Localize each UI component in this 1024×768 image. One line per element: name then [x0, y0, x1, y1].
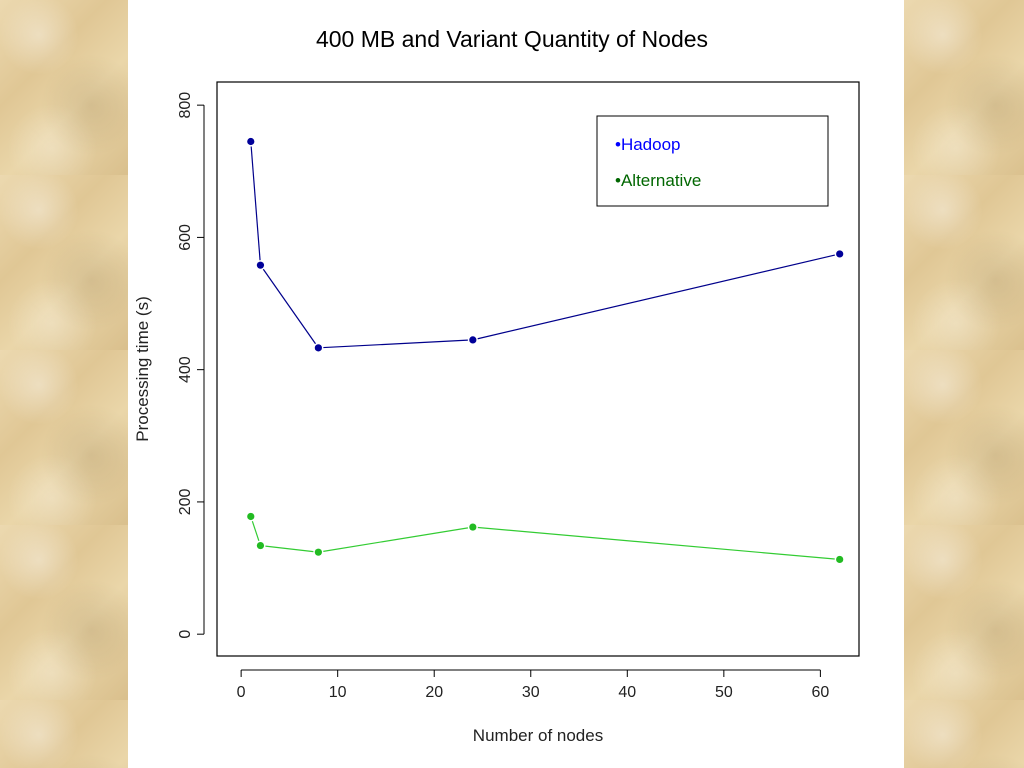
series-line-segment	[323, 527, 468, 552]
y-tick-label: 0	[177, 630, 194, 639]
data-point	[256, 541, 265, 550]
series-line-segment	[477, 526, 835, 560]
data-point	[247, 137, 255, 146]
data-point	[836, 250, 844, 258]
chart-title: 400 MB and Variant Quantity of Nodes	[316, 26, 708, 52]
parchment-background-right	[904, 0, 1024, 768]
x-axis: 0 10 20 30 40 50 60	[237, 669, 829, 701]
legend-box	[596, 115, 829, 207]
y-tick-label: 800	[177, 92, 194, 119]
parchment-background-left	[0, 0, 128, 768]
x-tick-label: 20	[425, 684, 443, 701]
series-line-segment	[262, 268, 316, 345]
data-point	[314, 344, 322, 352]
legend-entry-hadoop: •Hadoop	[615, 135, 681, 154]
legend: •Hadoop •Alternative	[596, 115, 829, 207]
y-tick-label: 200	[177, 488, 194, 515]
x-axis-label: Number of nodes	[473, 726, 603, 745]
data-point	[247, 512, 255, 521]
series-line-segment	[265, 545, 314, 553]
plot-frame	[216, 81, 860, 657]
series-line-segment	[251, 521, 260, 542]
data-point	[256, 261, 265, 269]
series-1	[247, 512, 844, 564]
legend-entry-alternative: •Alternative	[615, 171, 701, 190]
x-tick-label: 30	[522, 684, 540, 701]
data-point	[314, 548, 322, 556]
x-tick-label: 50	[715, 684, 733, 701]
series-line-segment	[477, 254, 835, 340]
x-tick-label: 40	[618, 684, 636, 701]
series-line-segment	[250, 146, 261, 261]
data-point	[836, 555, 844, 564]
data-point	[469, 336, 477, 344]
y-tick-label: 400	[177, 356, 194, 383]
y-axis-label: Processing time (s)	[133, 296, 152, 441]
series-layer	[247, 137, 844, 564]
x-tick-label: 0	[237, 684, 246, 701]
series-line-segment	[323, 339, 468, 349]
x-tick-label: 10	[329, 684, 347, 701]
y-axis: 0 200 400 600 800	[177, 92, 205, 639]
data-point	[469, 523, 477, 531]
x-tick-label: 60	[811, 684, 829, 701]
y-tick-label: 600	[177, 224, 194, 251]
series-0	[247, 137, 844, 352]
